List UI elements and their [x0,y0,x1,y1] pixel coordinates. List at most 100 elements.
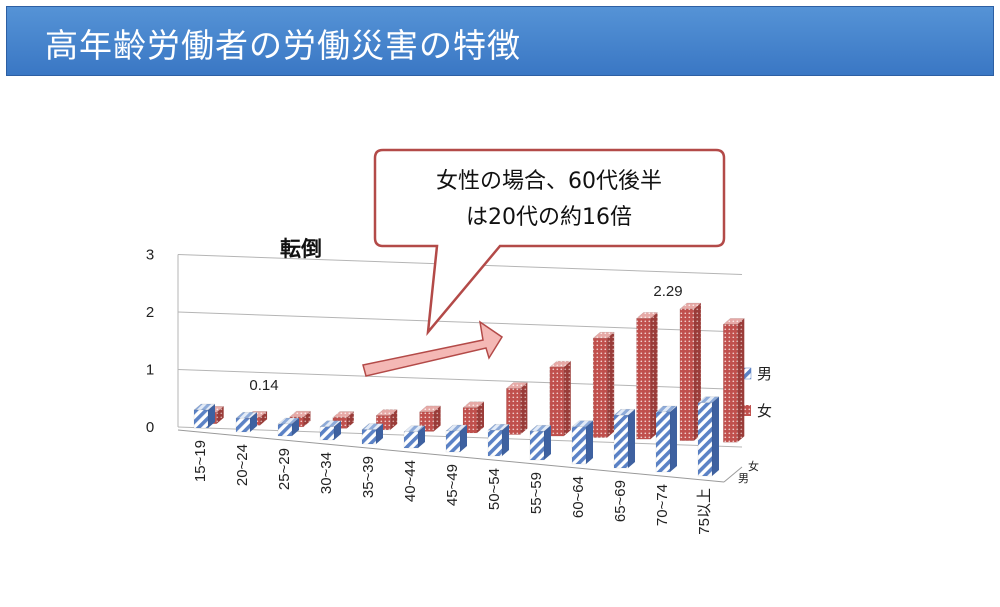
bar-front-face [636,318,651,440]
bar-male [697,396,720,477]
x-tick-label: 55~59 [528,472,545,514]
bar-front-face [193,409,209,429]
callout: 女性の場合、60代後半 は20代の約16倍 [373,148,726,336]
axis-layer: 0 1 2 3 15~19 20~24 25~29 30~34 35~39 40~44 45~49 5… [146,247,772,535]
legend-label-male: 男 [757,365,772,383]
y-tick-label: 1 [146,362,154,379]
x-tick-label: 25~29 [276,448,293,490]
bar-male [361,423,384,445]
bar-male [235,411,258,433]
x-tick-label: 45~49 [444,464,461,506]
bar-front-face [319,426,335,441]
bar-side-face [563,361,571,437]
legend: 男女 [739,365,772,420]
legend-swatch-female [740,405,751,416]
bar-male [613,408,636,469]
bar-side-face [628,409,635,468]
x-tick-label: 70~74 [654,484,671,526]
x-tick-label: 15~19 [192,440,209,482]
bar-male [445,424,468,453]
y-tick-label: 3 [146,247,154,264]
bar-male [487,423,510,457]
data-label: 0.14 [249,377,278,394]
bar-front-face [723,324,738,443]
bar-male [319,420,342,441]
bar-front-face [697,402,713,477]
title-bar: 高年齢労働者の労働災害の特徴 [6,6,994,76]
x-axis-line [177,429,725,483]
bar-male [655,405,678,473]
bar-female [418,405,442,432]
depth-label-male: 男 [738,472,749,485]
x-tick-label: 50~54 [486,468,503,510]
trend-arrow-shape [362,320,504,377]
bars-layer: 0.14 2.29 [193,283,745,477]
bar-front-face [613,414,629,469]
bar-female [505,382,529,435]
bar-male [571,420,594,465]
x-tick-label: 30~34 [318,452,335,494]
bar-front-face [277,423,293,437]
bar-side-face [712,396,719,476]
depth-label-female: 女 [748,459,759,473]
bar-side-face [433,405,441,432]
bar-side-face [250,412,257,432]
bar-side-face [670,406,677,472]
bar-side-face [460,425,467,452]
bar-side-face [334,420,341,440]
bar-side-face [390,409,398,430]
page-title: 高年齢労働者の労働災害の特徴 [45,26,521,65]
bar-front-face [445,430,461,453]
x-tick-label: 60~64 [570,476,587,518]
bar-side-face [520,382,528,435]
trend-arrow [362,320,504,377]
x-tick-label: 35~39 [360,456,377,498]
bar-female [592,331,615,438]
x-tick-label: 65~69 [612,480,629,522]
bar-male [403,425,426,449]
callout-line-1: 女性の場合、60代後半 [436,169,662,194]
bar-side-face [502,424,509,456]
bar-male [529,424,552,461]
x-tick-label: 75以上 [696,488,713,535]
bar-side-face [376,423,383,444]
y-tick-label: 0 [146,419,154,436]
bar-front-face [592,337,608,438]
bar-side-face [544,425,551,460]
bar-front-face [655,411,671,473]
bar-side-face [346,411,354,429]
bar-front-face [549,366,565,437]
x-tick-label: 40~44 [402,460,419,502]
bar-side-face [260,411,268,426]
bar-front-face [506,388,521,435]
bar-front-face [571,426,587,465]
bar-front-face [235,417,251,433]
bar-front-face [529,430,545,461]
bar-side-face [477,401,484,433]
bar-female [549,360,572,437]
bar-front-face [361,429,377,445]
bar-male [277,417,300,437]
bar-side-face [737,318,745,443]
bar-side-face [607,332,615,438]
callout-shape [373,148,726,336]
bar-side-face [418,425,425,448]
chart-title: 転倒 [280,237,322,261]
bar-front-face [487,429,503,457]
bar-side-face [208,404,215,428]
bar-male [193,403,216,429]
bar-female [722,318,745,443]
bar-side-face [216,406,224,424]
bar-front-face [403,431,419,449]
callout-line-2: は20代の約16倍 [466,205,632,230]
x-tick-label: 20~24 [234,444,251,486]
bar-female [635,312,659,440]
bar-side-face [586,420,593,464]
bar-front-face [679,308,695,441]
bar-side-face [650,312,658,440]
y-tick-label: 2 [146,304,154,321]
depth-axis-line [723,466,743,483]
data-label: 2.29 [653,283,682,300]
bar-side-face [303,411,311,427]
